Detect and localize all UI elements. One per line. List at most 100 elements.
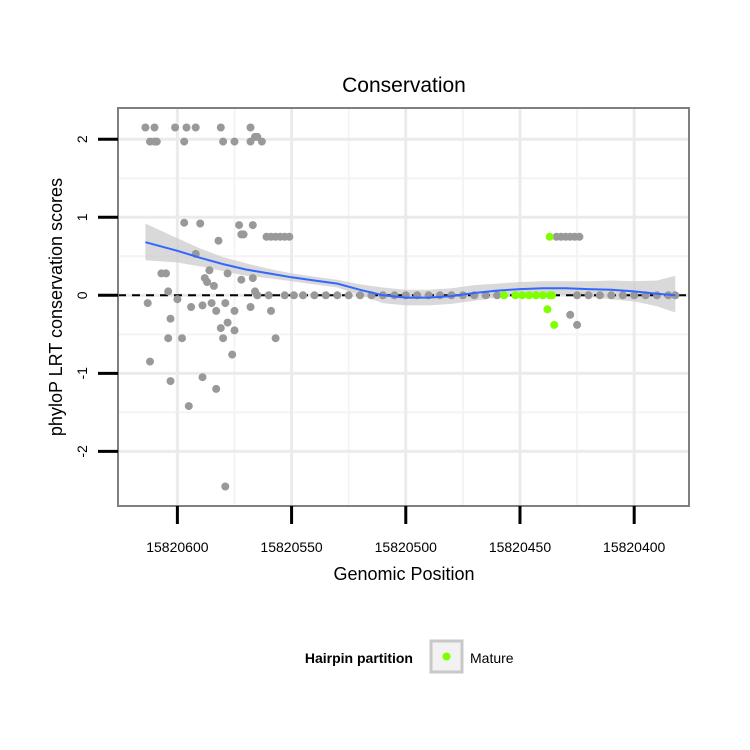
data-point bbox=[146, 357, 154, 366]
scatter-points bbox=[141, 123, 680, 491]
data-point bbox=[166, 377, 175, 386]
data-point bbox=[162, 269, 170, 278]
data-point bbox=[246, 123, 255, 132]
data-point bbox=[150, 123, 159, 132]
x-tick-label: 15820500 bbox=[375, 539, 438, 555]
x-tick-label: 15820600 bbox=[146, 539, 209, 555]
data-point bbox=[219, 137, 228, 146]
data-point bbox=[344, 291, 353, 300]
data-point bbox=[205, 266, 214, 275]
plot-panel bbox=[118, 108, 689, 506]
legend-key-point bbox=[442, 652, 451, 661]
y-axis: 2 1 0 -1 -2 bbox=[74, 135, 118, 458]
data-point bbox=[141, 123, 150, 132]
data-point bbox=[573, 291, 582, 300]
data-point bbox=[191, 123, 200, 132]
data-point bbox=[436, 291, 444, 300]
data-point bbox=[198, 373, 207, 382]
data-point bbox=[280, 291, 289, 300]
x-tick-label: 15820400 bbox=[603, 539, 666, 555]
data-point bbox=[618, 291, 627, 300]
data-point bbox=[356, 291, 365, 300]
mature-point bbox=[548, 291, 556, 300]
mature-point bbox=[545, 232, 554, 241]
data-point bbox=[566, 310, 575, 319]
data-point bbox=[178, 334, 186, 343]
mature-point bbox=[543, 305, 552, 314]
y-tick-label: 0 bbox=[74, 291, 90, 299]
data-point bbox=[203, 278, 212, 286]
data-point bbox=[237, 275, 246, 284]
y-tick-label: -1 bbox=[74, 367, 90, 380]
data-point bbox=[207, 299, 216, 308]
data-point bbox=[212, 384, 221, 393]
data-point bbox=[239, 230, 248, 239]
data-point bbox=[152, 137, 161, 146]
data-point bbox=[182, 123, 191, 132]
y-tick-label: 1 bbox=[74, 213, 90, 221]
mature-point bbox=[550, 320, 559, 329]
data-point bbox=[221, 482, 230, 491]
data-point bbox=[267, 306, 275, 315]
data-point bbox=[187, 303, 196, 311]
data-point bbox=[271, 334, 280, 343]
data-point bbox=[248, 274, 257, 283]
x-tick-label: 15820550 bbox=[260, 539, 323, 555]
data-point bbox=[481, 291, 490, 300]
x-tick-label: 15820450 bbox=[489, 539, 552, 555]
data-point bbox=[180, 137, 189, 146]
data-point bbox=[180, 218, 189, 227]
data-point bbox=[173, 295, 182, 304]
data-point bbox=[228, 350, 237, 359]
x-axis-title: Genomic Position bbox=[333, 564, 474, 584]
data-point bbox=[230, 137, 239, 146]
data-point bbox=[595, 291, 604, 300]
data-point bbox=[630, 291, 639, 300]
data-point bbox=[253, 132, 262, 141]
data-point bbox=[573, 320, 582, 329]
data-point bbox=[248, 221, 257, 230]
mature-point bbox=[538, 291, 547, 300]
data-point bbox=[333, 291, 342, 300]
mature-point bbox=[511, 291, 520, 300]
data-point bbox=[321, 291, 330, 300]
mature-point bbox=[500, 291, 508, 300]
data-point bbox=[216, 324, 225, 333]
data-point bbox=[246, 303, 255, 311]
data-point bbox=[214, 236, 223, 245]
data-point bbox=[253, 291, 262, 300]
data-point bbox=[223, 269, 232, 278]
data-point bbox=[143, 299, 152, 308]
data-point bbox=[310, 291, 319, 300]
data-point bbox=[285, 232, 294, 241]
legend-label-mature: Mature bbox=[470, 650, 514, 666]
data-point bbox=[184, 402, 193, 411]
y-axis-title: phyloP LRT conservation scores bbox=[46, 178, 66, 436]
confidence-band-layer bbox=[145, 223, 676, 313]
mature-point bbox=[525, 291, 534, 300]
smooth-line bbox=[145, 241, 676, 299]
data-point bbox=[289, 291, 298, 300]
mature-point bbox=[518, 291, 527, 300]
smooth-line-layer bbox=[145, 241, 676, 299]
data-point bbox=[607, 291, 616, 300]
y-tick-label: 2 bbox=[74, 135, 90, 143]
data-point bbox=[235, 221, 244, 230]
data-point bbox=[230, 326, 239, 335]
data-point bbox=[164, 287, 173, 296]
data-point bbox=[493, 291, 502, 300]
data-point bbox=[209, 281, 218, 290]
data-point bbox=[219, 334, 228, 343]
chart-title: Conservation bbox=[342, 74, 466, 97]
data-point bbox=[221, 299, 230, 308]
data-point bbox=[584, 291, 593, 300]
data-point bbox=[198, 301, 207, 310]
data-point bbox=[171, 123, 180, 132]
grid-lines bbox=[118, 108, 689, 506]
x-axis: 15820600 15820550 15820500 15820450 15820400 bbox=[146, 506, 666, 555]
confidence-band bbox=[145, 223, 676, 313]
data-point bbox=[212, 306, 221, 315]
data-point bbox=[216, 123, 225, 132]
data-point bbox=[575, 232, 584, 241]
data-point bbox=[223, 318, 232, 327]
